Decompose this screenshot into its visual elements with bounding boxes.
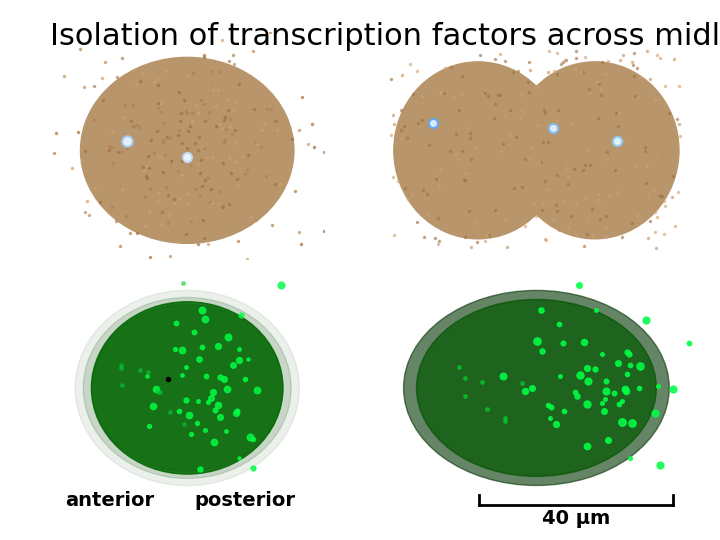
Ellipse shape bbox=[84, 298, 291, 478]
Text: anterior: anterior bbox=[65, 491, 154, 510]
Ellipse shape bbox=[403, 291, 670, 485]
Ellipse shape bbox=[75, 291, 300, 485]
Ellipse shape bbox=[510, 62, 679, 239]
Text: 40 μm: 40 μm bbox=[542, 509, 610, 528]
Ellipse shape bbox=[81, 57, 294, 244]
Text: posterior: posterior bbox=[194, 491, 295, 510]
Ellipse shape bbox=[91, 302, 283, 474]
Ellipse shape bbox=[416, 300, 657, 476]
Ellipse shape bbox=[394, 62, 562, 239]
Ellipse shape bbox=[91, 305, 283, 471]
Text: Isolation of transcription factors across midline: Isolation of transcription factors acros… bbox=[50, 22, 720, 51]
